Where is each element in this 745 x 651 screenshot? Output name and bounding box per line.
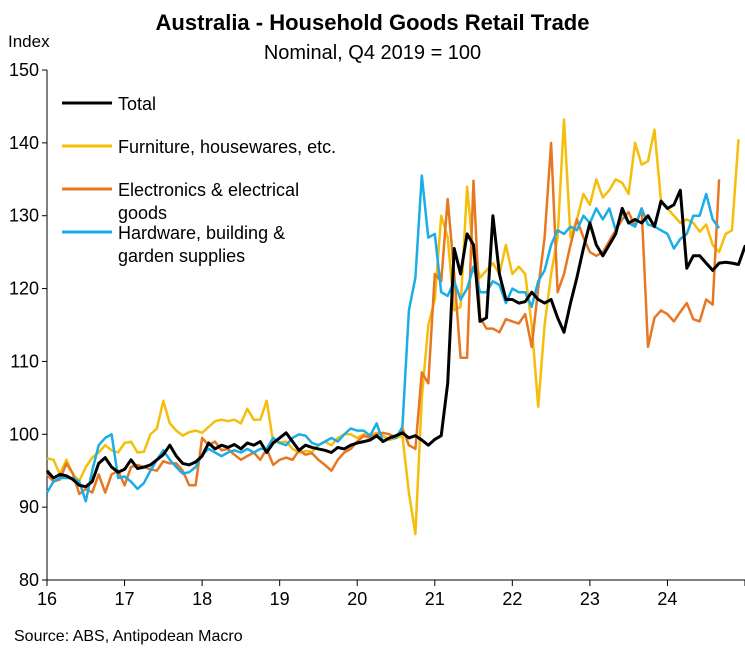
legend-label: garden supplies	[118, 246, 245, 266]
legend-label: Electronics & electrical	[118, 180, 299, 200]
chart-subtitle: Nominal, Q4 2019 = 100	[263, 42, 482, 64]
y-tick-label: 80	[19, 570, 39, 590]
x-tick-label: 19	[270, 589, 290, 609]
y-tick-label: 110	[10, 351, 39, 371]
legend-label: goods	[118, 203, 167, 223]
x-tick-label: 22	[502, 589, 522, 609]
x-tick-label: 16	[37, 589, 57, 609]
series-line-electronics-electrical-goods	[46, 141, 721, 496]
series-lines	[45, 118, 745, 536]
legend-label: Hardware, building &	[118, 223, 285, 243]
x-tick-label: 18	[192, 589, 212, 609]
source-note: Source: ABS, Antipodean Macro	[14, 628, 243, 645]
x-tick-label: 24	[657, 589, 677, 609]
y-tick-label: 100	[9, 424, 39, 444]
legend: Total Furniture, housewares, etc. Electron…	[62, 94, 336, 266]
y-tick-label: 140	[9, 133, 39, 153]
x-tick-label: 21	[425, 589, 445, 609]
y-tick-label: 150	[9, 60, 39, 80]
y-tick-label: 90	[19, 497, 39, 517]
x-tick-label: 23	[580, 589, 600, 609]
x-tick-label: 20	[347, 589, 367, 609]
legend-label: Furniture, housewares, etc.	[118, 137, 336, 157]
y-axis-label: Index	[8, 32, 50, 51]
axes: 80 90 100 110 120 130 140 150 16 17 18 19 20 21 22 23 24	[9, 60, 745, 609]
chart-title: Australia - Household Goods Retail Trade	[155, 10, 590, 35]
x-tick-label: 17	[115, 589, 135, 609]
y-tick-label: 130	[9, 206, 39, 226]
y-tick-label: 120	[9, 279, 39, 299]
series-line-total	[45, 188, 745, 489]
legend-label: Total	[118, 94, 156, 114]
